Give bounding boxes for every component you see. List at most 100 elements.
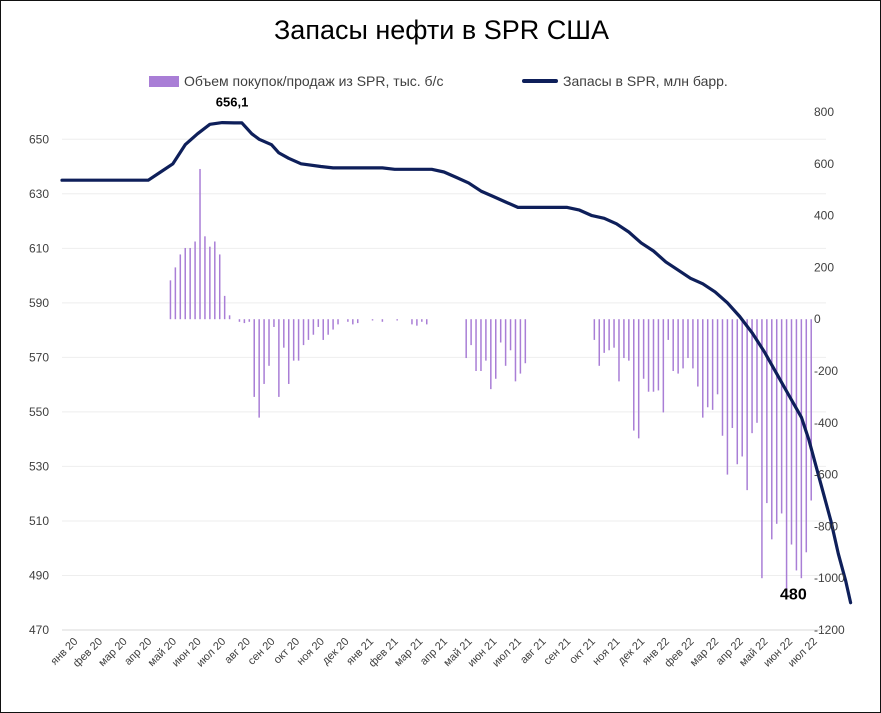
bar <box>800 319 803 579</box>
bar <box>258 319 260 418</box>
peak-annotation: 656,1 <box>216 95 249 110</box>
bar <box>490 319 492 390</box>
bar <box>223 295 226 320</box>
bar <box>657 319 660 391</box>
bar <box>672 319 674 371</box>
right-tick-label: -600 <box>814 468 838 482</box>
bar <box>327 319 329 335</box>
left-tick-label: 530 <box>29 459 49 473</box>
bar <box>702 319 704 418</box>
bar <box>736 319 739 465</box>
bar <box>243 319 246 324</box>
annotations: 656,1 480 <box>216 95 807 604</box>
bar <box>667 319 670 340</box>
right-tick-label: -1200 <box>814 623 845 637</box>
legend-item-line: Запасы в SPR, млн барр. <box>522 71 728 91</box>
left-tick-label: 470 <box>29 623 49 637</box>
bar <box>746 319 748 491</box>
bar <box>711 319 714 410</box>
bar <box>485 319 487 361</box>
bar <box>751 319 753 434</box>
bar <box>519 319 522 374</box>
bar <box>179 254 182 320</box>
right-tick-label: -200 <box>814 364 838 378</box>
bar <box>603 319 605 353</box>
bar <box>766 319 768 504</box>
bar <box>332 319 334 330</box>
bar <box>263 319 265 384</box>
bar <box>174 267 177 320</box>
bar <box>795 319 798 571</box>
bar <box>771 319 773 540</box>
right-tick-label: 400 <box>814 209 834 223</box>
bar <box>790 319 793 545</box>
bar <box>302 319 305 346</box>
bar <box>647 319 650 392</box>
bar <box>297 319 300 361</box>
bar <box>628 319 630 361</box>
bar <box>524 319 527 364</box>
legend-label-line: Запасы в SPR, млн барр. <box>563 73 728 89</box>
right-tick-label: -1000 <box>814 571 845 585</box>
bar <box>721 319 724 436</box>
bar <box>425 319 428 325</box>
bar <box>470 319 472 346</box>
bar-series <box>169 168 812 597</box>
bar <box>238 319 241 322</box>
bar <box>283 319 285 348</box>
bar <box>292 319 295 361</box>
bar <box>677 319 679 374</box>
right-tick-label: 800 <box>814 105 834 119</box>
bar <box>248 319 251 322</box>
bar <box>692 319 694 369</box>
bar <box>495 319 497 379</box>
bar <box>199 168 201 320</box>
bar <box>697 319 699 387</box>
legend-line-swatch <box>522 79 558 83</box>
bar <box>169 280 172 320</box>
bar <box>593 319 596 340</box>
left-tick-label: 650 <box>29 132 49 146</box>
right-tick-label: -800 <box>814 519 838 533</box>
left-tick-label: 590 <box>29 296 49 310</box>
bar <box>253 319 255 397</box>
x-tick-label: ноя 21 <box>590 636 622 668</box>
bar <box>352 319 354 325</box>
legend-bar-swatch <box>149 75 179 87</box>
left-tick-label: 510 <box>29 514 49 528</box>
right-tick-label: 600 <box>814 157 834 171</box>
left-tick-label: 570 <box>29 350 49 364</box>
x-tick-label: сен 21 <box>542 636 574 668</box>
bar <box>682 319 684 369</box>
bar <box>322 319 324 340</box>
bar <box>273 319 275 327</box>
bar <box>278 319 280 397</box>
bar <box>214 241 216 320</box>
bar <box>312 319 315 335</box>
bar <box>204 236 206 320</box>
bar <box>756 319 758 423</box>
bar <box>633 319 635 431</box>
chart-title: Запасы нефти в SPR США <box>274 15 609 45</box>
right-tick-label: 200 <box>814 260 834 274</box>
bar <box>741 319 743 457</box>
bar <box>731 319 734 428</box>
left-tick-label: 490 <box>29 568 49 582</box>
bar <box>228 315 231 320</box>
left-tick-label: 630 <box>29 187 49 201</box>
bar <box>475 319 477 371</box>
bar <box>509 319 512 351</box>
bar <box>317 319 320 327</box>
gridlines <box>62 138 826 631</box>
right-tick-label: 0 <box>814 312 821 326</box>
bar <box>184 247 186 320</box>
x-tick-label: ноя 20 <box>295 636 327 668</box>
bar <box>411 319 413 325</box>
bar <box>608 319 610 351</box>
legend: Объем покупок/продаж из SPR, тыс. б/с За… <box>1 71 881 91</box>
bar <box>371 319 374 321</box>
bar <box>381 319 384 322</box>
